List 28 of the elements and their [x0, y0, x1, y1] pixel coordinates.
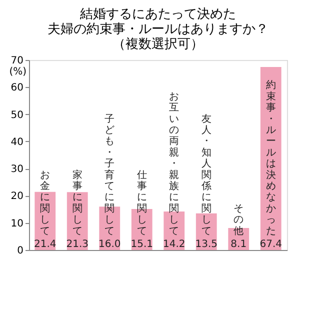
- data-label: 16.0: [98, 239, 121, 250]
- category-label: 約束事・ルールは決めなかった: [266, 80, 276, 237]
- data-label: 67.4: [260, 239, 282, 250]
- y-tick-label: 30: [10, 164, 24, 176]
- text: （複数選択可）: [112, 37, 204, 52]
- y-axis-title: (%): [9, 66, 27, 78]
- y-tick-label: 40: [10, 136, 24, 148]
- category-label: 子ども・子育てに関して: [104, 114, 115, 237]
- x-tick-label: お金に関して: [40, 170, 50, 237]
- data-label: 15.1: [130, 239, 154, 250]
- y-tick-label: 50: [10, 110, 24, 121]
- y-tick-label: 0: [17, 246, 24, 256]
- y-tick-label: 20: [10, 191, 24, 202]
- category-label: 友人・知人関係に関して: [201, 114, 212, 237]
- data-label: 8.1: [230, 239, 247, 250]
- y-tick-label: 60: [10, 82, 24, 94]
- data-label: 21.3: [66, 239, 89, 250]
- category-label: お互いの両親・親族に関して: [169, 91, 180, 237]
- y-tick-label: 10: [10, 218, 24, 230]
- y-tick-label: 70: [10, 56, 24, 66]
- text: 夫婦の約束事・ルールはありますか？: [48, 22, 268, 37]
- data-label: 21.4: [34, 239, 56, 250]
- x-tick-label: 家事に関して: [72, 168, 82, 237]
- data-label: 13.5: [195, 239, 218, 250]
- data-label: 14.2: [162, 239, 186, 250]
- text: 結婚するにあたって決めた: [80, 7, 236, 22]
- x-tick-label: 仕事に関して: [136, 170, 147, 237]
- x-tick-label: その他: [234, 203, 244, 237]
